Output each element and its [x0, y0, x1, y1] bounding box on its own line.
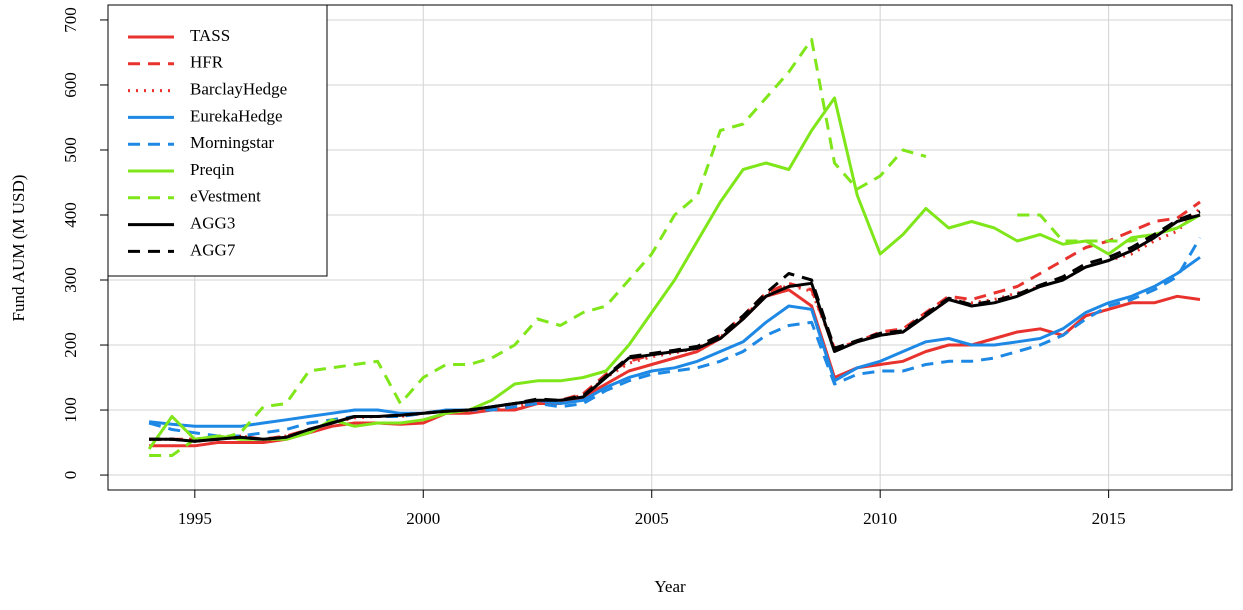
x-tick-label: 2010	[863, 509, 897, 528]
x-tick-label: 2015	[1092, 509, 1126, 528]
y-tick-label: 0	[61, 471, 80, 480]
legend-label: BarclayHedge	[190, 80, 287, 99]
y-tick-label: 200	[61, 332, 80, 358]
legend-label: TASS	[190, 26, 230, 45]
series-line	[148, 256, 1201, 428]
series-line	[148, 236, 1202, 438]
y-tick-label: 400	[61, 202, 80, 228]
legend-label: Preqin	[190, 160, 235, 179]
y-tick-label: 700	[61, 7, 80, 33]
legend-label: AGG7	[190, 240, 236, 259]
y-tick-label: 300	[61, 267, 80, 293]
legend-label: EurekaHedge	[190, 106, 283, 125]
y-tick-label: 500	[61, 137, 80, 163]
legend-label: Morningstar	[190, 133, 274, 152]
x-tick-label: 2005	[635, 509, 669, 528]
series-line	[149, 38, 1201, 457]
y-tick-label: 100	[61, 397, 80, 423]
legend-label: AGG3	[190, 214, 235, 233]
x-tick-label: 1995	[178, 509, 212, 528]
y-tick-label: 600	[61, 72, 80, 98]
x-tick-label: 2000	[406, 509, 440, 528]
legend-box	[107, 4, 328, 277]
x-axis-label: Year	[654, 577, 686, 596]
series-line	[149, 210, 1201, 443]
legend-label: eVestment	[190, 187, 261, 206]
y-axis-label: Fund AUM (M USD)	[9, 175, 28, 322]
series-line	[149, 288, 1201, 448]
legend-label: HFR	[190, 53, 224, 72]
